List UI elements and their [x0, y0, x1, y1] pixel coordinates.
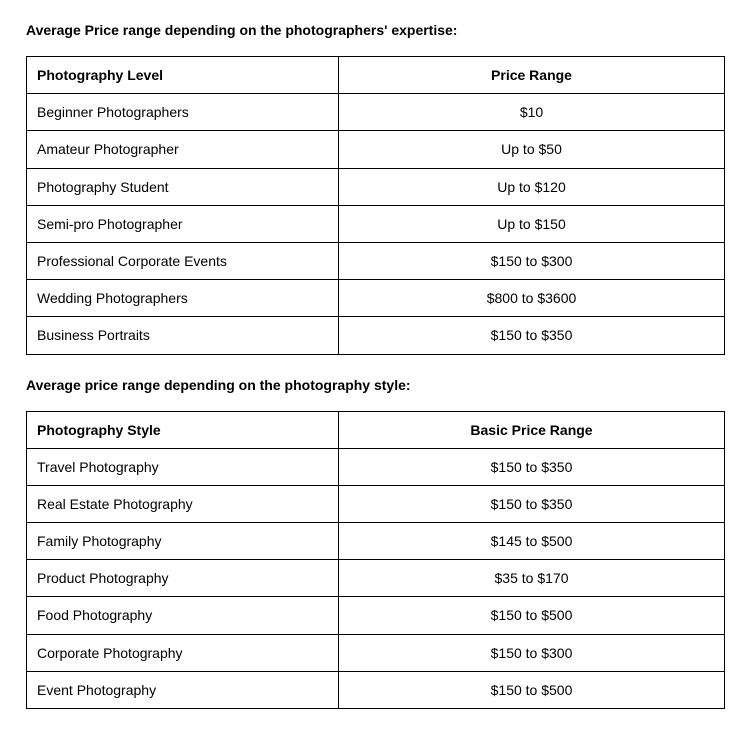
table-row: Product Photography $35 to $170: [27, 560, 725, 597]
table-row: Photography Student Up to $120: [27, 168, 725, 205]
cell-style: Corporate Photography: [27, 634, 339, 671]
expertise-section: Average Price range depending on the pho…: [26, 22, 728, 355]
cell-level: Amateur Photographer: [27, 131, 339, 168]
cell-price: $150 to $300: [339, 634, 725, 671]
cell-style: Real Estate Photography: [27, 485, 339, 522]
cell-price: Up to $150: [339, 205, 725, 242]
expertise-table: Photography Level Price Range Beginner P…: [26, 56, 725, 355]
col-header-style: Photography Style: [27, 411, 339, 448]
cell-price: $10: [339, 94, 725, 131]
style-section-title: Average price range depending on the pho…: [26, 377, 728, 393]
cell-price: $150 to $500: [339, 671, 725, 708]
cell-level: Beginner Photographers: [27, 94, 339, 131]
cell-price: $800 to $3600: [339, 280, 725, 317]
style-table: Photography Style Basic Price Range Trav…: [26, 411, 725, 710]
cell-price: $150 to $300: [339, 242, 725, 279]
cell-level: Semi-pro Photographer: [27, 205, 339, 242]
cell-level: Business Portraits: [27, 317, 339, 354]
cell-level: Photography Student: [27, 168, 339, 205]
cell-price: $150 to $350: [339, 448, 725, 485]
cell-style: Family Photography: [27, 523, 339, 560]
col-header-price: Basic Price Range: [339, 411, 725, 448]
table-row: Corporate Photography $150 to $300: [27, 634, 725, 671]
table-row: Amateur Photographer Up to $50: [27, 131, 725, 168]
table-row: Travel Photography $150 to $350: [27, 448, 725, 485]
table-row: Food Photography $150 to $500: [27, 597, 725, 634]
cell-style: Food Photography: [27, 597, 339, 634]
table-row: Professional Corporate Events $150 to $3…: [27, 242, 725, 279]
col-header-price: Price Range: [339, 57, 725, 94]
table-row: Real Estate Photography $150 to $350: [27, 485, 725, 522]
table-header-row: Photography Style Basic Price Range: [27, 411, 725, 448]
cell-price: $150 to $350: [339, 485, 725, 522]
cell-price: $35 to $170: [339, 560, 725, 597]
cell-style: Travel Photography: [27, 448, 339, 485]
table-row: Business Portraits $150 to $350: [27, 317, 725, 354]
cell-price: $150 to $350: [339, 317, 725, 354]
cell-price: Up to $50: [339, 131, 725, 168]
cell-price: $150 to $500: [339, 597, 725, 634]
table-row: Event Photography $150 to $500: [27, 671, 725, 708]
table-row: Wedding Photographers $800 to $3600: [27, 280, 725, 317]
cell-style: Event Photography: [27, 671, 339, 708]
table-row: Family Photography $145 to $500: [27, 523, 725, 560]
style-section: Average price range depending on the pho…: [26, 377, 728, 710]
cell-price: $145 to $500: [339, 523, 725, 560]
table-row: Semi-pro Photographer Up to $150: [27, 205, 725, 242]
expertise-section-title: Average Price range depending on the pho…: [26, 22, 728, 38]
cell-level: Professional Corporate Events: [27, 242, 339, 279]
col-header-level: Photography Level: [27, 57, 339, 94]
cell-price: Up to $120: [339, 168, 725, 205]
cell-level: Wedding Photographers: [27, 280, 339, 317]
cell-style: Product Photography: [27, 560, 339, 597]
table-header-row: Photography Level Price Range: [27, 57, 725, 94]
table-row: Beginner Photographers $10: [27, 94, 725, 131]
